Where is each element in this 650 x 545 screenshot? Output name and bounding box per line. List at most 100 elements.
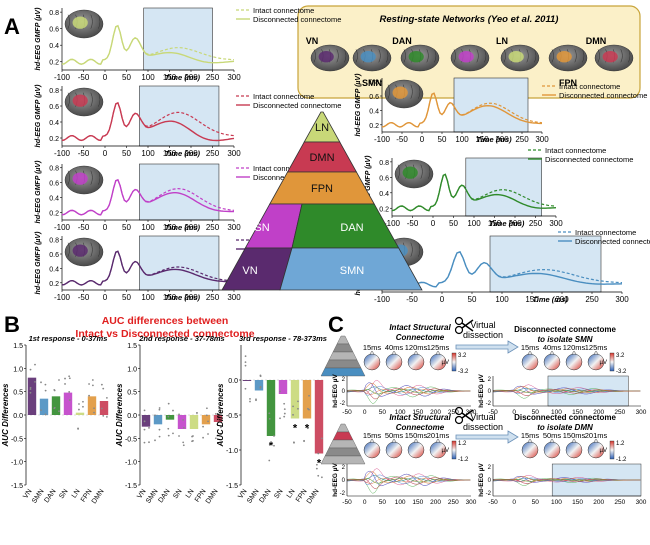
data-point xyxy=(53,389,56,392)
topos-intact-bottom: 15ms 50ms 150ms 201ms 1.2 -1.2 µV xyxy=(363,431,469,463)
topo-time-label: 120ms xyxy=(563,343,586,352)
data-point xyxy=(182,418,185,421)
data-point xyxy=(82,405,84,408)
x-axis-label: Time (ms) xyxy=(165,223,201,232)
y-tick-label: -1.5 xyxy=(125,483,137,490)
data-point xyxy=(68,375,71,378)
sulcus xyxy=(387,84,390,99)
y-tick-label: 0.8 xyxy=(379,160,389,167)
x-tick-label: -50 xyxy=(396,135,408,144)
c-intact-title-top: Intact Structural xyxy=(389,323,451,332)
data-point xyxy=(34,363,36,366)
c-intact-title-bottom-2: Connectome xyxy=(396,423,445,432)
topo-time-label: 15ms xyxy=(521,431,540,440)
mini-pyramid-row xyxy=(336,335,350,345)
x-tick-label: 0 xyxy=(440,295,445,304)
gmfp-brain-fpn xyxy=(384,79,424,109)
data-point xyxy=(205,407,208,410)
category-label: VN xyxy=(22,488,33,500)
c-disc-smn-sub: to isolate SMN xyxy=(537,335,592,344)
colorbar-max: 1.2 xyxy=(458,441,467,447)
bar-ln xyxy=(75,412,85,415)
mini-pyramid-row xyxy=(328,439,358,449)
eeg-channel-trace xyxy=(346,476,471,489)
bar-fpn xyxy=(87,396,97,415)
data-point xyxy=(182,441,185,444)
sulcus xyxy=(403,49,406,63)
data-point xyxy=(148,441,150,444)
topo-time-label: 15ms xyxy=(521,343,540,352)
y-tick-label: 0 xyxy=(342,478,346,484)
legend-disc-label: Disconnected connectome xyxy=(559,91,647,100)
data-point xyxy=(167,415,170,418)
category-label: DAN xyxy=(258,488,272,504)
x-tick-label: 150 xyxy=(163,223,177,232)
gmfp-plots: -100 -50 0 50 100 150 200 250 300 0.2 0.4 0.6 0.8 Tim… xyxy=(35,6,650,304)
category-label: DMN xyxy=(91,488,106,505)
x-tick-label: 250 xyxy=(585,295,599,304)
data-point xyxy=(249,398,251,400)
scissors-blade xyxy=(461,319,474,329)
gmfp-brain-dan xyxy=(394,159,434,189)
topomap-nose xyxy=(391,350,397,355)
data-point xyxy=(219,426,222,429)
y-tick-label: 0.6 xyxy=(49,252,59,259)
x-tick-label: 100 xyxy=(551,409,562,416)
panel-b-title-1: AUC differences between xyxy=(102,315,229,327)
category-label: SN xyxy=(273,488,284,500)
topo-time-label: 120ms xyxy=(405,343,428,352)
eeg-channel-trace xyxy=(492,388,641,399)
x-tick-label: 0 xyxy=(512,499,516,506)
sulcus xyxy=(484,49,487,63)
topomap-nose xyxy=(435,350,441,355)
y-tick-label: 0.5 xyxy=(13,390,23,397)
y-axis-label: hd-EEG µV xyxy=(478,462,485,496)
x-tick-label: 250 xyxy=(614,499,625,506)
scissors-handle xyxy=(454,325,464,335)
data-point xyxy=(77,428,79,430)
x-tick-label: 200 xyxy=(184,293,198,302)
x-tick-label: 150 xyxy=(412,409,423,416)
topomap-nose xyxy=(549,350,555,355)
gmfp-plot-sn: -100 -50 0 50 100 150 200 250 300 0.2 0.4 0.6 0.8 Tim… xyxy=(35,160,341,232)
bar-vn xyxy=(242,380,252,381)
rsn-label-dan: DAN xyxy=(392,36,412,46)
data-point xyxy=(268,443,271,446)
gmfp-brain-dan-highlight xyxy=(402,166,418,179)
sulcus xyxy=(98,92,101,107)
data-point xyxy=(82,400,84,403)
y-tick-label: -1.0 xyxy=(125,460,137,467)
y-tick-label: 0.2 xyxy=(369,123,379,130)
sulcus xyxy=(67,170,70,185)
c-intact-title-bottom: Intact Structural xyxy=(389,413,451,422)
data-point xyxy=(64,383,66,385)
data-point xyxy=(268,417,271,420)
colorbar-min: -1.2 xyxy=(616,457,627,463)
x-axis-label: Time (ms) xyxy=(165,73,201,82)
bar-charts: 1st response - 0-37ms 1.5 1.0 0.5 0.0 -0.5 -1.… xyxy=(1,334,327,505)
topo-time-label: 40ms xyxy=(385,343,404,352)
y-tick-label: -2 xyxy=(486,401,492,407)
data-point xyxy=(91,379,94,381)
scissors-handle xyxy=(454,406,464,416)
topos-disc-smn: 15ms 40ms 120ms 125ms 3.2 -3.2 µV xyxy=(521,343,627,375)
data-point xyxy=(53,407,56,410)
bar-vn xyxy=(27,377,37,415)
bar-smn xyxy=(153,415,163,425)
sulcus xyxy=(526,49,529,63)
data-point xyxy=(143,409,146,412)
y-tick-label: 0.6 xyxy=(49,104,59,111)
data-point xyxy=(268,459,271,462)
series-disconnected xyxy=(391,173,557,212)
x-tick-label: 100 xyxy=(141,149,155,158)
topomap xyxy=(363,441,381,459)
analysis-window xyxy=(465,157,542,217)
rsn-brain-sn-highlight xyxy=(458,50,474,63)
sulcus xyxy=(98,14,101,29)
eeg-channel-trace xyxy=(492,385,641,395)
gmfp-brain-dmn xyxy=(64,87,104,117)
panel-label-a: A xyxy=(4,14,20,39)
x-tick-label: 150 xyxy=(163,149,177,158)
topomap xyxy=(565,353,583,371)
topomap xyxy=(543,441,561,459)
